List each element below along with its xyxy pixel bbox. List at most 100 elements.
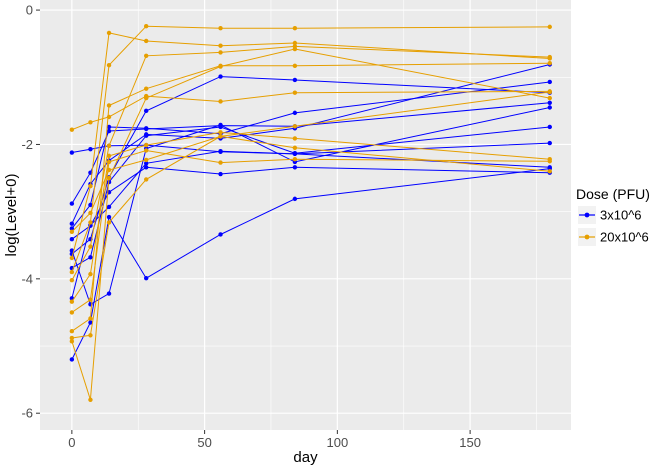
data-point: [292, 136, 298, 141]
x-axis: 0 50 100 150: [68, 430, 481, 450]
series-layer: [69, 24, 552, 402]
data-point: [292, 63, 298, 69]
data-point: [144, 148, 149, 153]
y-tick-label: -6: [21, 406, 33, 421]
data-point: [88, 271, 93, 277]
data-point: [69, 201, 75, 206]
data-point: [218, 50, 223, 55]
minor-gridlines: [40, 0, 571, 430]
data-point: [292, 40, 298, 46]
data-point: [144, 38, 149, 44]
data-point: [547, 105, 552, 110]
data-point: [144, 165, 149, 170]
data-point: [547, 60, 552, 66]
data-point: [547, 24, 552, 30]
data-point: [292, 77, 298, 83]
data-point: [69, 329, 75, 334]
x-tick-label: 100: [327, 435, 349, 450]
data-point: [106, 175, 112, 181]
data-point: [69, 335, 75, 341]
data-point: [144, 275, 149, 281]
x-tick-label: 150: [459, 435, 481, 450]
data-point: [69, 269, 75, 275]
data-point: [88, 244, 93, 249]
data-point: [106, 124, 112, 130]
data-point: [106, 62, 112, 68]
data-point: [292, 124, 298, 129]
data-point: [144, 126, 149, 131]
data-point: [218, 43, 223, 48]
data-point: [547, 79, 552, 85]
data-point: [547, 159, 552, 164]
data-point: [106, 204, 112, 210]
data-point: [69, 277, 75, 283]
data-point: [144, 133, 149, 138]
data-point: [218, 171, 223, 177]
data-point: [292, 151, 298, 157]
x-tick-label: 50: [197, 435, 211, 450]
data-point: [292, 157, 298, 162]
data-point: [69, 248, 75, 253]
data-point: [218, 134, 223, 139]
data-point: [106, 220, 112, 225]
data-point: [218, 148, 223, 154]
data-point: [106, 291, 112, 296]
y-tick-label: -4: [21, 271, 33, 286]
data-point: [106, 30, 112, 36]
data-point: [144, 86, 149, 91]
y-tick-label: 0: [26, 3, 33, 18]
data-point: [88, 146, 93, 152]
major-gridlines: [40, 0, 571, 430]
data-point: [292, 165, 298, 170]
data-point: [292, 46, 298, 52]
data-point: [292, 145, 298, 151]
data-point: [144, 95, 149, 101]
data-point: [218, 64, 223, 69]
data-point: [292, 110, 298, 116]
data-point: [106, 143, 112, 148]
data-point: [106, 153, 112, 159]
data-point: [69, 221, 75, 226]
legend-label: 3x10^6: [600, 208, 642, 223]
data-point: [69, 310, 75, 315]
legend-key-point: [584, 212, 590, 218]
data-point: [144, 177, 149, 182]
data-point: [106, 214, 112, 220]
legend-title: Dose (PFU): [576, 186, 650, 202]
data-point: [88, 397, 93, 402]
legend-label: 20x10^6: [600, 230, 649, 245]
data-point: [218, 74, 223, 79]
data-point: [88, 320, 93, 325]
data-point: [547, 100, 552, 105]
data-point: [88, 316, 93, 321]
panel-background: [40, 0, 571, 430]
data-point: [218, 26, 223, 31]
data-point: [106, 167, 112, 173]
data-point: [88, 220, 93, 225]
data-point: [218, 160, 223, 165]
data-point: [69, 339, 75, 344]
data-point: [218, 122, 223, 128]
y-axis-title: log(Level+0): [3, 174, 20, 257]
data-point: [144, 157, 149, 163]
data-point: [69, 255, 75, 261]
data-point: [547, 89, 552, 95]
data-point: [88, 210, 93, 216]
data-point: [292, 196, 298, 202]
data-point: [547, 95, 552, 101]
x-tick-label: 0: [68, 435, 75, 450]
data-point: [88, 202, 93, 208]
data-point: [88, 255, 93, 260]
data-point: [547, 140, 552, 146]
data-point: [292, 26, 298, 31]
data-point: [88, 333, 93, 338]
data-point: [69, 226, 75, 231]
data-point: [69, 357, 75, 362]
data-point: [144, 161, 149, 166]
data-point: [218, 99, 223, 104]
data-point: [144, 108, 149, 114]
data-point: [88, 183, 93, 189]
data-point: [69, 299, 75, 304]
x-axis-title: day: [293, 449, 318, 466]
